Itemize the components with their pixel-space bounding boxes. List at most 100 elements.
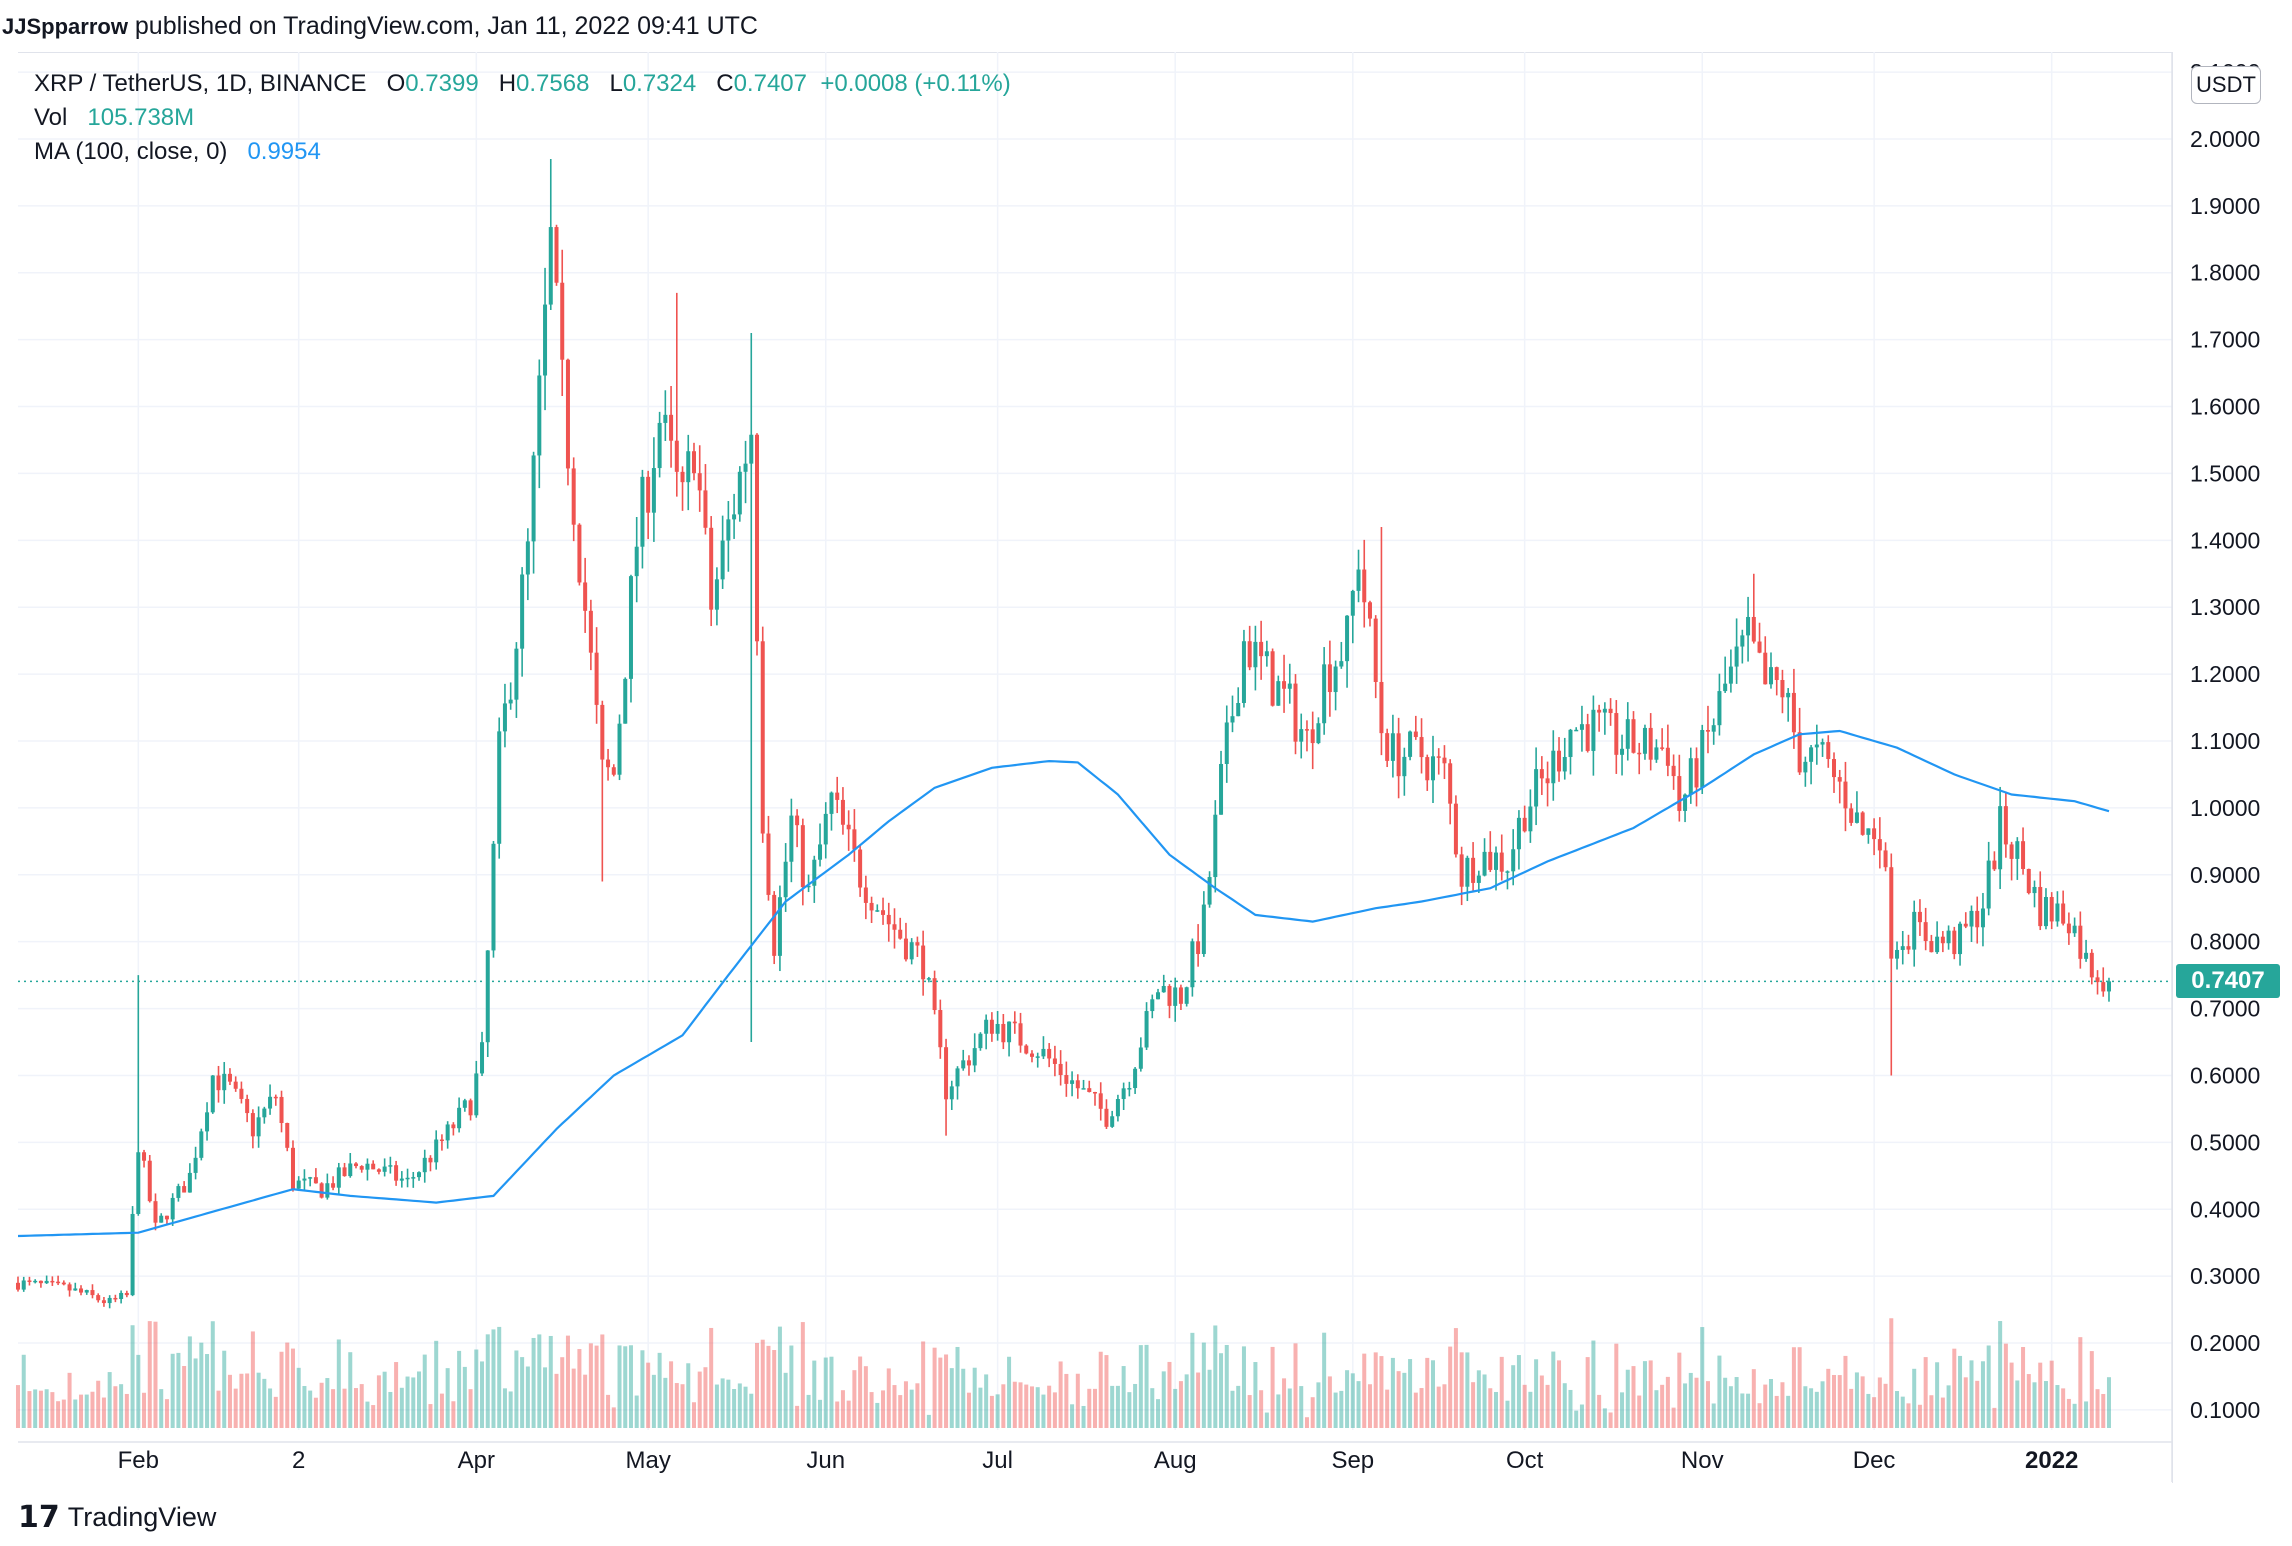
candle-body — [394, 1165, 399, 1181]
candle-body — [886, 914, 891, 925]
volume-bar — [1872, 1397, 1877, 1428]
volume-bar — [222, 1350, 227, 1428]
volume-bar — [388, 1391, 393, 1428]
candle-body — [1597, 709, 1602, 713]
candle-body — [548, 227, 553, 305]
volume-bar — [1356, 1381, 1361, 1428]
volume-bar — [21, 1354, 26, 1428]
volume-bar — [1597, 1394, 1602, 1428]
volume-bar — [1012, 1381, 1017, 1428]
candle-body — [1064, 1075, 1069, 1084]
volume-bar — [38, 1390, 43, 1428]
candle-body — [417, 1172, 422, 1178]
ma-label[interactable]: MA (100, close, 0) — [34, 138, 228, 165]
volume-bar — [1133, 1383, 1138, 1428]
candle-body — [73, 1288, 78, 1291]
volume-bar — [1786, 1395, 1791, 1428]
volume-bar — [73, 1399, 78, 1428]
volume-bar — [1345, 1370, 1350, 1428]
volume-bar — [926, 1414, 931, 1428]
volume-bar — [434, 1340, 439, 1428]
volume-bar — [709, 1327, 714, 1428]
volume-bar — [84, 1394, 89, 1428]
candle-body — [1201, 904, 1206, 955]
volume-label[interactable]: Vol — [34, 104, 68, 131]
volume-bar — [611, 1407, 616, 1428]
volume-bar — [1700, 1327, 1705, 1428]
y-tick-label: 1.5000 — [2190, 460, 2260, 486]
volume-bar — [394, 1362, 399, 1428]
candle-body — [1144, 1011, 1149, 1048]
volume-bar — [571, 1368, 576, 1428]
tradingview-logo[interactable]: 𝟭𝟳 TradingView — [18, 1500, 216, 1535]
candle-body — [308, 1177, 313, 1179]
volume-bar — [1923, 1357, 1928, 1428]
volume-bar — [1494, 1391, 1499, 1428]
volume-bar — [749, 1393, 754, 1428]
volume-bar — [371, 1405, 376, 1428]
volume-bar — [61, 1399, 66, 1428]
volume-bar — [1425, 1357, 1430, 1428]
volume-bar — [1064, 1373, 1069, 1428]
candle-body — [142, 1152, 147, 1161]
candle-body — [1041, 1048, 1046, 1057]
volume-bar — [1528, 1391, 1533, 1428]
candle-body — [583, 582, 588, 611]
volume-bar — [846, 1400, 851, 1428]
volume-bar — [1568, 1389, 1573, 1428]
volume-bar — [835, 1401, 840, 1428]
candle-body — [795, 815, 800, 826]
publisher-username[interactable]: JJSpparrow — [2, 14, 128, 39]
candle-body — [1390, 733, 1395, 761]
volume-bar — [915, 1383, 920, 1428]
volume-bar — [697, 1371, 702, 1428]
volume-bar — [33, 1389, 38, 1428]
volume-bar — [1173, 1388, 1178, 1428]
candle-body — [2015, 841, 2020, 859]
candle-body — [1780, 679, 1785, 698]
candle-body — [474, 1073, 479, 1116]
volume-bar — [411, 1377, 416, 1428]
x-tick-label: May — [625, 1447, 670, 1474]
close-label: C — [716, 70, 734, 97]
candle-body — [1585, 724, 1590, 751]
candle-body — [2038, 886, 2043, 927]
candle-body — [50, 1280, 55, 1283]
candle-body — [136, 1152, 141, 1214]
candle-body — [657, 422, 662, 469]
volume-bar — [457, 1350, 462, 1428]
candle-body — [1877, 839, 1882, 851]
volume-bar — [1110, 1385, 1115, 1428]
volume-bar — [1287, 1388, 1292, 1428]
high-label: H — [498, 70, 517, 97]
candle-body — [938, 1010, 943, 1048]
candle-body — [892, 924, 897, 930]
candle-body — [153, 1201, 158, 1223]
volume-bar — [1505, 1400, 1510, 1428]
symbol-title[interactable]: XRP / TetherUS, 1D, BINANCE — [34, 70, 367, 97]
candle-body — [1350, 590, 1355, 616]
candle-body — [846, 824, 851, 830]
volume-bar — [732, 1389, 737, 1428]
candle-body — [2049, 897, 2054, 922]
volume-bar — [205, 1354, 210, 1428]
candle-body — [1362, 569, 1367, 603]
volume-bar — [1585, 1357, 1590, 1428]
x-tick-label: Oct — [1506, 1447, 1544, 1474]
candle-body — [216, 1075, 221, 1091]
candle-body — [1912, 911, 1917, 950]
volume-bar — [772, 1350, 777, 1428]
currency-button[interactable]: USDT — [2191, 66, 2261, 104]
volume-bar — [1969, 1360, 1974, 1428]
y-tick-label: 1.3000 — [2190, 594, 2260, 620]
candle-body — [1883, 850, 1888, 868]
candle-body — [932, 978, 937, 1011]
volume-bar — [233, 1388, 238, 1428]
volume-bar — [256, 1372, 261, 1428]
candle-body — [1133, 1068, 1138, 1089]
candle-body — [365, 1163, 370, 1170]
volume-bar — [686, 1363, 691, 1428]
volume-bar — [1832, 1374, 1837, 1428]
volume-bar — [955, 1346, 960, 1428]
